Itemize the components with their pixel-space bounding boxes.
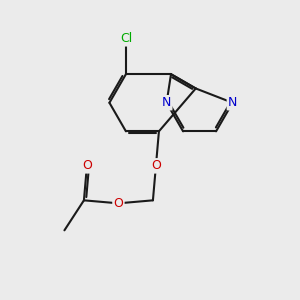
Text: N: N: [162, 96, 171, 109]
Text: N: N: [228, 96, 237, 109]
Text: O: O: [82, 159, 92, 172]
Text: O: O: [113, 197, 123, 210]
Text: O: O: [151, 159, 161, 172]
Text: Cl: Cl: [120, 32, 132, 45]
